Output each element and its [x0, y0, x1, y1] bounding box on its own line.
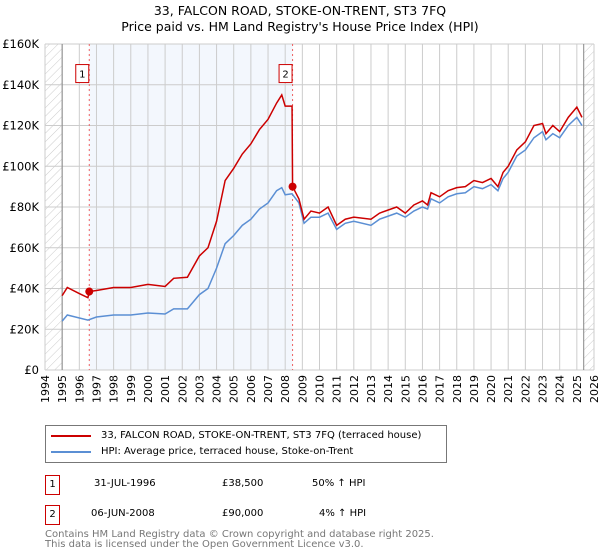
y-tick-label: £0: [24, 363, 39, 377]
x-tick-label: 2019: [468, 375, 481, 403]
sale-point: [85, 287, 94, 296]
x-tick-label: 1998: [108, 375, 121, 403]
x-tick-label: 2017: [434, 375, 447, 403]
chart-title: 33, FALCON ROAD, STOKE-ON-TRENT, ST3 7FQ: [153, 3, 447, 18]
x-tick-label: 2008: [279, 375, 292, 403]
y-tick-label: £160K: [2, 37, 39, 51]
x-tick-label: 2016: [416, 375, 429, 403]
y-tick-label: £40K: [10, 282, 40, 296]
legend-item-hpi: HPI: Average price, terraced house, Stok…: [51, 446, 353, 457]
x-tick-label: 2022: [519, 375, 532, 403]
x-tick-label: 2006: [245, 375, 258, 403]
x-tick-label: 2012: [348, 375, 361, 403]
sale-label: 1: [79, 70, 85, 81]
chart-subtitle: Price paid vs. HM Land Registry's House …: [121, 19, 479, 34]
marker-badge: 1: [45, 475, 60, 495]
x-tick-label: 2001: [159, 375, 172, 403]
y-tick-label: £80K: [10, 200, 40, 214]
price-chart: 1994 1995 1996 1997 1998 1999 2000 2001 2002 2003…: [2, 37, 600, 403]
x-tick-label: 1997: [90, 375, 103, 403]
sale-label-box: [278, 64, 293, 84]
legend-swatch-red: [51, 434, 91, 437]
transaction-date: 06-JUN-2008: [91, 508, 155, 519]
x-tick-label: 2009: [296, 375, 309, 403]
transaction-row: 2 06-JUN-2008 £90,000 4% ↑ HPI: [45, 505, 465, 525]
x-tick-label: 1994: [39, 375, 52, 403]
transaction-price: £90,000: [222, 508, 264, 519]
legend-label: HPI: Average price, terraced house, Stok…: [101, 446, 354, 457]
y-tick-label: £140K: [2, 78, 39, 92]
y-tick-label: £60K: [10, 241, 40, 255]
y-tick-label: £120K: [2, 119, 39, 133]
x-tick-label: 2018: [451, 375, 464, 403]
transaction-price: £38,500: [222, 478, 264, 489]
transaction-date: 31-JUL-1996: [94, 478, 156, 489]
x-tick-label: 1999: [125, 375, 138, 403]
x-tick-label: 2024: [554, 375, 567, 403]
footer: Contains HM Land Registry data © Crown c…: [45, 530, 434, 550]
y-tick-label: £20K: [10, 322, 40, 336]
x-tick-label: 2003: [193, 375, 206, 403]
x-tick-label: 2004: [211, 375, 224, 403]
x-tick-label: 1995: [56, 375, 69, 403]
legend-swatch-blue: [51, 450, 91, 453]
footer-line: This data is licensed under the Open Gov…: [45, 539, 364, 550]
legend: 33, FALCON ROAD, STOKE-ON-TRENT, ST3 7FQ…: [45, 425, 447, 463]
sale-point: [288, 182, 297, 191]
x-tick-label: 2021: [502, 375, 515, 403]
y-tick-label: £100K: [2, 159, 39, 173]
marker-badge: 2: [45, 505, 60, 525]
legend-label: 33, FALCON ROAD, STOKE-ON-TRENT, ST3 7FQ…: [101, 430, 422, 441]
x-tick-label: 2023: [537, 375, 550, 403]
sale-label: 2: [282, 70, 288, 81]
hpi-line: [61, 116, 583, 322]
x-tick-label: 2002: [176, 375, 189, 403]
transaction-hpi: 50% ↑ HPI: [312, 478, 366, 489]
transaction-hpi: 4% ↑ HPI: [319, 508, 367, 519]
x-tick-label: 2013: [365, 375, 378, 403]
legend-item-property: 33, FALCON ROAD, STOKE-ON-TRENT, ST3 7FQ…: [51, 430, 421, 441]
transaction-row: 1 31-JUL-1996 £38,500 50% ↑ HPI: [45, 475, 465, 495]
x-tick-label: 2020: [485, 375, 498, 403]
x-tick-label: 2014: [382, 375, 395, 403]
x-tick-label: 2026: [588, 375, 600, 403]
x-tick-label: 2015: [399, 375, 412, 403]
x-tick-label: 2000: [142, 375, 155, 403]
x-tick-label: 2007: [262, 375, 275, 403]
x-tick-label: 2010: [314, 375, 327, 403]
x-tick-label: 2011: [331, 375, 344, 403]
x-tick-label: 2025: [571, 375, 584, 403]
x-tick-label: 2005: [228, 375, 241, 403]
sale-label-box: [75, 64, 90, 84]
footer-line: Contains HM Land Registry data © Crown c…: [45, 529, 434, 540]
x-tick-label: 1996: [73, 375, 86, 403]
property-price-line: [61, 93, 583, 299]
